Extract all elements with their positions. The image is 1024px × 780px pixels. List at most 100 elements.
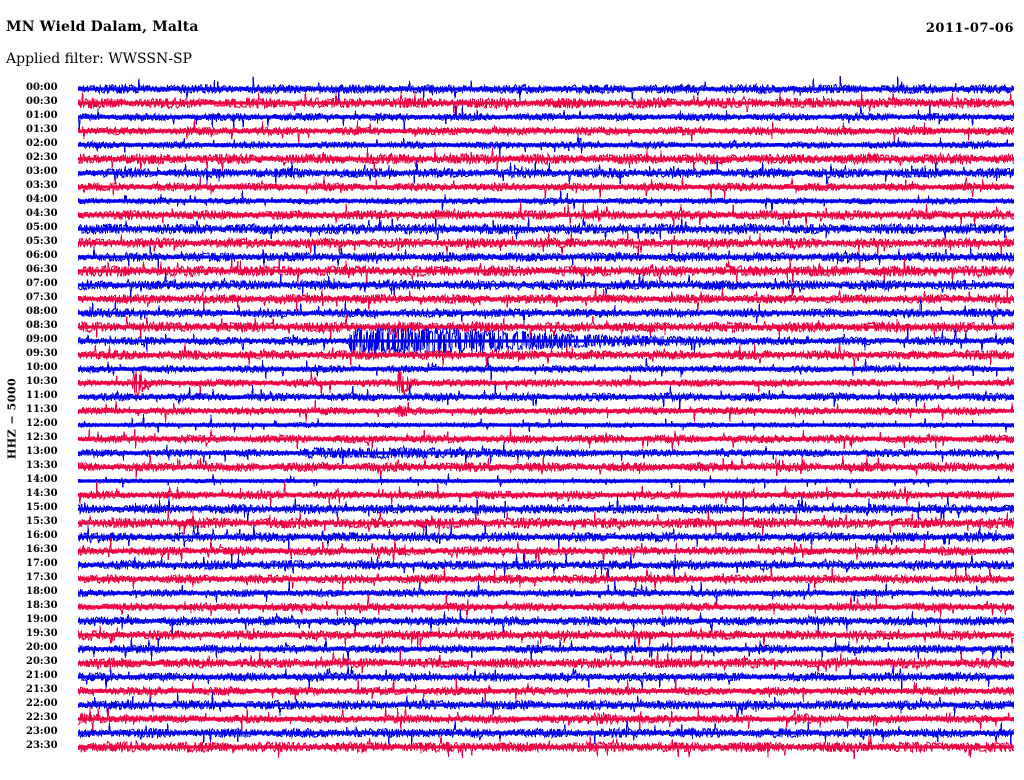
seismic-trace xyxy=(78,327,1014,355)
trace-row: 20:00 xyxy=(0,637,1024,663)
seismic-trace xyxy=(78,677,1014,704)
trace-time-label: 09:30 xyxy=(26,348,58,359)
trace-row: 10:00 xyxy=(0,357,1024,381)
trace-time-label: 21:30 xyxy=(26,684,58,695)
seismic-trace xyxy=(78,495,1014,522)
seismic-trace xyxy=(78,537,1014,563)
trace-time-label: 10:00 xyxy=(26,362,58,373)
trace-time-label: 20:00 xyxy=(26,642,58,653)
trace-time-label: 06:00 xyxy=(26,250,58,261)
seismic-trace xyxy=(78,481,1014,507)
trace-time-label: 14:30 xyxy=(26,488,58,499)
seismic-trace xyxy=(78,287,1014,312)
trace-time-label: 22:00 xyxy=(26,698,58,709)
trace-time-label: 17:00 xyxy=(26,558,58,569)
trace-row: 08:30 xyxy=(0,314,1024,341)
trace-row: 23:30 xyxy=(0,734,1024,759)
trace-row: 00:00 xyxy=(0,76,1024,103)
trace-row: 03:00 xyxy=(0,159,1024,186)
seismic-trace xyxy=(78,175,1014,200)
trace-row: 07:30 xyxy=(0,287,1024,312)
trace-row: 02:00 xyxy=(0,134,1024,158)
seismic-trace xyxy=(78,314,1014,341)
trace-time-label: 13:00 xyxy=(26,446,58,457)
seismic-trace xyxy=(78,565,1014,592)
trace-time-label: 07:30 xyxy=(26,292,58,303)
trace-row: 19:30 xyxy=(0,624,1024,648)
trace-row: 17:00 xyxy=(0,552,1024,579)
trace-row: 08:00 xyxy=(0,299,1024,325)
seismic-trace xyxy=(78,370,1014,397)
trace-time-label: 05:00 xyxy=(26,222,58,233)
trace-time-label: 10:30 xyxy=(26,376,58,387)
trace-row: 15:30 xyxy=(0,509,1024,535)
trace-time-label: 01:30 xyxy=(26,124,58,135)
trace-row: 18:00 xyxy=(0,579,1024,605)
trace-time-label: 04:00 xyxy=(26,194,58,205)
trace-time-label: 19:00 xyxy=(26,614,58,625)
seismic-trace xyxy=(78,720,1014,746)
seismic-trace xyxy=(78,399,1014,423)
seismic-trace xyxy=(78,734,1014,759)
trace-row: 14:30 xyxy=(0,481,1024,507)
recording-date: 2011-07-06 xyxy=(925,21,1014,36)
seismic-trace xyxy=(78,691,1014,718)
trace-row: 03:30 xyxy=(0,175,1024,200)
trace-row: 04:00 xyxy=(0,190,1024,213)
trace-time-label: 03:00 xyxy=(26,166,58,177)
trace-time-label: 15:00 xyxy=(26,502,58,513)
seismic-trace xyxy=(78,473,1014,489)
seismic-trace xyxy=(78,609,1014,634)
trace-time-label: 12:30 xyxy=(26,432,58,443)
trace-time-label: 02:00 xyxy=(26,138,58,149)
trace-row: 01:30 xyxy=(0,120,1024,143)
seismic-trace xyxy=(78,342,1014,367)
trace-time-label: 11:00 xyxy=(26,390,58,401)
trace-row: 01:00 xyxy=(0,104,1024,131)
trace-row: 16:00 xyxy=(0,524,1024,551)
seismic-trace xyxy=(78,357,1014,381)
trace-row: 13:30 xyxy=(0,454,1024,479)
trace-row: 11:30 xyxy=(0,399,1024,423)
trace-row: 20:30 xyxy=(0,649,1024,674)
trace-row: 12:00 xyxy=(0,414,1024,433)
trace-time-label: 12:00 xyxy=(26,418,58,429)
seismic-trace xyxy=(78,649,1014,674)
trace-time-label: 01:00 xyxy=(26,110,58,121)
trace-time-label: 07:00 xyxy=(26,278,58,289)
seismic-trace xyxy=(78,245,1014,270)
trace-time-label: 18:00 xyxy=(26,586,58,597)
trace-time-label: 15:30 xyxy=(26,516,58,527)
seismic-trace xyxy=(78,90,1014,116)
trace-row: 17:30 xyxy=(0,565,1024,592)
trace-row: 06:30 xyxy=(0,258,1024,285)
trace-time-label: 23:00 xyxy=(26,726,58,737)
trace-time-label: 16:30 xyxy=(26,544,58,555)
trace-time-label: 23:30 xyxy=(26,740,58,751)
trace-time-label: 08:00 xyxy=(26,306,58,317)
trace-time-label: 20:30 xyxy=(26,656,58,667)
trace-time-label: 11:30 xyxy=(26,404,58,415)
trace-time-label: 16:00 xyxy=(26,530,58,541)
seismic-trace xyxy=(78,230,1014,257)
trace-row: 22:00 xyxy=(0,691,1024,718)
seismic-trace xyxy=(78,258,1014,285)
trace-row: 07:00 xyxy=(0,271,1024,299)
seismic-trace xyxy=(78,624,1014,648)
seismic-trace xyxy=(78,414,1014,433)
trace-row: 13:00 xyxy=(0,441,1024,464)
trace-time-label: 03:30 xyxy=(26,180,58,191)
seismic-trace xyxy=(78,454,1014,479)
trace-row: 23:00 xyxy=(0,720,1024,746)
trace-time-label: 17:30 xyxy=(26,572,58,583)
seismic-trace xyxy=(78,146,1014,172)
helicorder-plot: 00:00 00:30 01:00 01:30 02:00 02:30 03:00 03:30… xyxy=(0,76,1024,774)
seismic-trace xyxy=(78,299,1014,325)
trace-time-label: 18:30 xyxy=(26,600,58,611)
seismic-trace xyxy=(78,76,1014,103)
trace-time-label: 04:30 xyxy=(26,208,58,219)
trace-time-label: 14:00 xyxy=(26,474,58,485)
trace-row: 09:30 xyxy=(0,342,1024,367)
trace-row: 09:00 xyxy=(0,327,1024,355)
trace-row: 21:30 xyxy=(0,677,1024,704)
